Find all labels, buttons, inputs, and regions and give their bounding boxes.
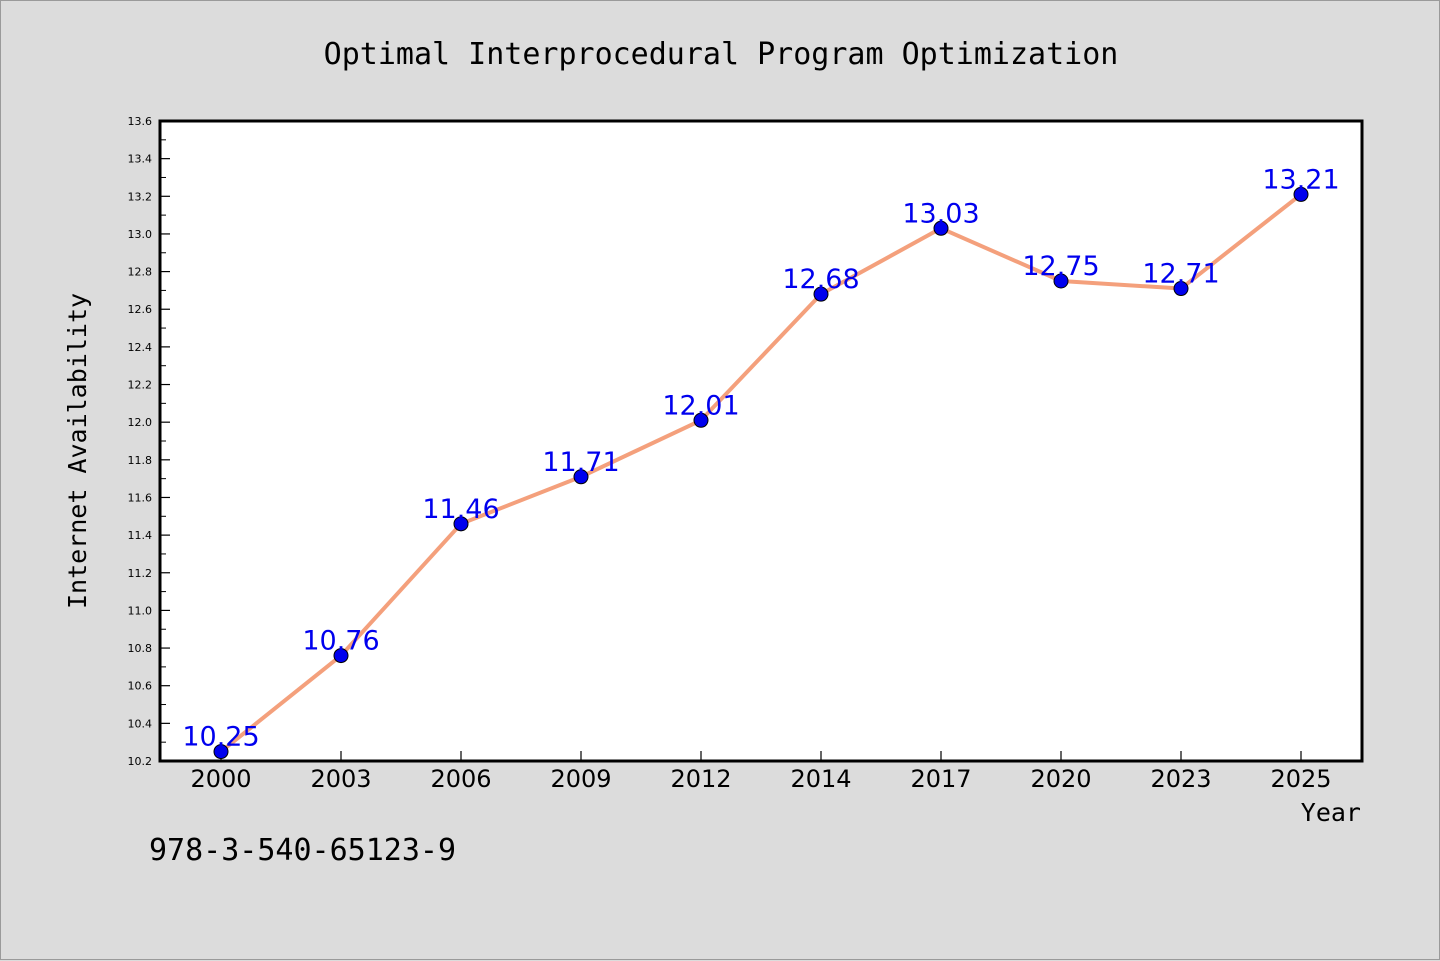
y-tick-label: 11.8 <box>128 454 153 467</box>
data-point <box>333 648 349 664</box>
y-tick-label: 12.8 <box>128 266 153 279</box>
y-tick-label: 11.2 <box>128 567 153 580</box>
x-tick-label: 2012 <box>670 765 731 793</box>
x-tick-label: 2025 <box>1270 765 1331 793</box>
x-tick-label: 2017 <box>910 765 971 793</box>
data-points <box>213 186 1309 760</box>
y-tick-label: 10.2 <box>128 755 153 768</box>
data-point <box>573 469 589 485</box>
y-tick-label: 12.6 <box>128 303 153 316</box>
y-tick-label: 10.6 <box>128 680 153 693</box>
data-point <box>1293 186 1309 202</box>
data-point <box>693 412 709 428</box>
x-axis: 2000 2003 2006 2009 2012 2014 2017 2020 2023 2025 <box>190 751 1332 793</box>
y-tick-label: 10.4 <box>128 717 153 730</box>
data-label: 12.68 <box>782 264 859 295</box>
data-label: 12.71 <box>1142 259 1219 290</box>
x-tick-label: 2014 <box>790 765 851 793</box>
x-axis-label: Year <box>1301 798 1361 827</box>
data-point <box>933 220 949 236</box>
y-tick-label: 11.0 <box>128 604 153 617</box>
y-axis: 10.2 10.4 10.6 10.8 11.0 11.2 11.4 11.6 11.8 12.0… <box>128 115 170 768</box>
x-tick-label: 2023 <box>1150 765 1211 793</box>
data-point <box>813 286 829 302</box>
y-tick-label: 12.2 <box>128 379 153 392</box>
chart-title: Optimal Interprocedural Program Optimiza… <box>324 37 1119 72</box>
x-tick-label: 2000 <box>190 765 251 793</box>
plot-area <box>160 121 1362 761</box>
data-point <box>1173 281 1189 297</box>
data-label: 12.01 <box>662 390 739 421</box>
isbn-text: 978-3-540-65123-9 <box>149 833 457 868</box>
series-line-group <box>219 192 1303 754</box>
y-tick-label: 11.6 <box>128 491 153 504</box>
data-label: 10.25 <box>182 722 259 753</box>
data-label: 13.21 <box>1262 164 1339 195</box>
y-tick-label: 13.2 <box>128 190 153 203</box>
data-point <box>453 516 469 532</box>
data-labels: 10.25 10.76 11.46 11.71 12.01 12.68 13.03 12.75… <box>182 164 1339 752</box>
data-point <box>213 744 229 760</box>
y-tick-label: 13.6 <box>128 115 153 128</box>
data-label: 13.03 <box>902 198 979 229</box>
y-axis-label: Internet Availability <box>63 293 92 609</box>
x-tick-label: 2020 <box>1030 765 1091 793</box>
y-tick-label: 12.4 <box>128 341 153 354</box>
y-tick-label: 12.0 <box>128 416 153 429</box>
data-label: 11.71 <box>542 447 619 478</box>
y-tick-label: 11.4 <box>128 529 153 542</box>
x-tick-label: 2009 <box>550 765 611 793</box>
x-tick-label: 2006 <box>430 765 491 793</box>
y-tick-label: 13.4 <box>128 153 153 166</box>
data-label: 11.46 <box>422 494 499 525</box>
x-tick-label: 2003 <box>310 765 371 793</box>
data-label: 12.75 <box>1022 251 1099 282</box>
data-point <box>1053 273 1069 289</box>
series-line <box>219 192 1303 754</box>
data-label: 10.76 <box>302 626 379 657</box>
y-tick-label: 10.8 <box>128 642 153 655</box>
y-tick-label: 13.0 <box>128 228 153 241</box>
plot-frame <box>158 119 1364 763</box>
